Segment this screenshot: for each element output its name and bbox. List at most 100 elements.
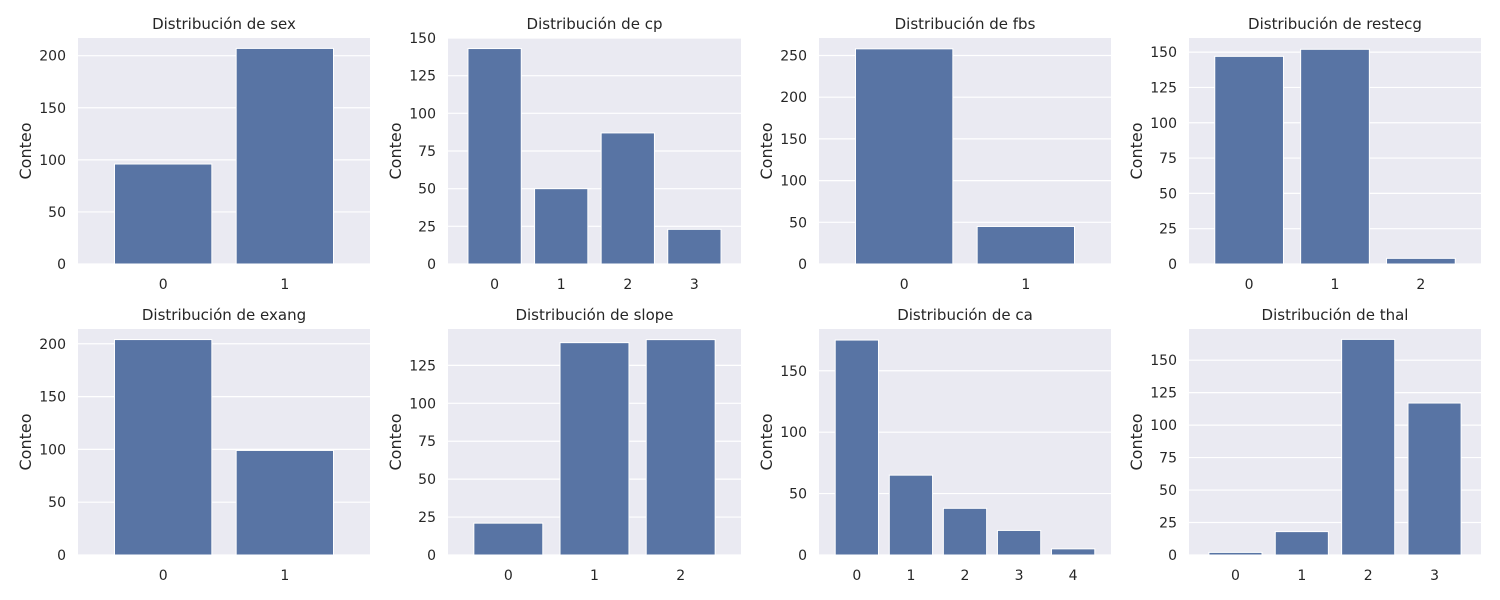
- y-tick-label: 0: [798, 257, 807, 273]
- bar-3: [996, 529, 1042, 556]
- y-axis-label: Conteo: [1127, 413, 1146, 470]
- y-tick-label: 100: [1150, 418, 1177, 434]
- y-tick-label: 25: [1159, 516, 1177, 532]
- y-axis-label: Conteo: [16, 413, 35, 470]
- bar-4: [1051, 548, 1096, 556]
- bar-0: [855, 48, 954, 265]
- chart-title: Distribución de cp: [527, 15, 663, 33]
- bar-0: [467, 48, 522, 265]
- bar-0: [1214, 55, 1284, 265]
- y-tick-label: 100: [409, 396, 436, 412]
- bar-2: [645, 339, 716, 556]
- bar-1: [235, 47, 335, 265]
- subplot-6: 0 50 100 150 0 1 2 3 4 Distribución de ca Conteo: [757, 306, 1111, 584]
- y-axis-label: Conteo: [1127, 122, 1146, 179]
- y-tick-label: 0: [798, 548, 807, 564]
- y-tick-label: 50: [418, 472, 436, 488]
- bar-3: [667, 228, 722, 265]
- chart-title: Distribución de restecg: [1248, 15, 1422, 33]
- y-tick-label: 100: [39, 153, 66, 169]
- bar-1: [976, 225, 1076, 265]
- x-tick-label: 4: [1069, 568, 1078, 584]
- bar-1: [235, 449, 335, 556]
- x-tick-label: 0: [1245, 277, 1254, 293]
- x-tick-label: 0: [504, 568, 513, 584]
- chart-title: Distribución de exang: [142, 306, 306, 324]
- bar-1: [888, 474, 934, 556]
- y-tick-label: 150: [39, 101, 66, 117]
- y-axis-label: Conteo: [757, 413, 776, 470]
- subplot-2: 0 50 100 150 200 250 0 1 Distribución de fbs Cont…: [757, 15, 1111, 293]
- y-axis-label: Conteo: [16, 122, 35, 179]
- bar-0: [114, 163, 213, 265]
- y-tick-label: 150: [1150, 353, 1177, 369]
- x-tick-label: 3: [1430, 568, 1439, 584]
- y-tick-label: 0: [57, 548, 66, 564]
- y-tick-label: 100: [39, 442, 66, 458]
- x-tick-label: 2: [623, 277, 632, 293]
- bar-2: [1341, 338, 1396, 556]
- y-tick-label: 200: [39, 49, 66, 65]
- y-axis-label: Conteo: [386, 413, 405, 470]
- x-tick-label: 1: [1331, 277, 1340, 293]
- y-axis-label: Conteo: [386, 122, 405, 179]
- y-tick-label: 75: [1159, 451, 1177, 467]
- y-tick-label: 200: [780, 90, 807, 106]
- y-tick-label: 100: [1150, 116, 1177, 132]
- chart-title: Distribución de fbs: [895, 15, 1036, 33]
- x-tick-label: 1: [1297, 568, 1306, 584]
- subplot-0: 0 50 100 150 200 0 1 Distribución de sex Conteo: [16, 15, 370, 293]
- y-tick-label: 100: [780, 425, 807, 441]
- y-tick-label: 150: [1150, 45, 1177, 61]
- bar-2: [1386, 257, 1456, 265]
- bar-3: [1407, 402, 1462, 556]
- x-tick-label: 2: [1416, 277, 1425, 293]
- x-tick-label: 2: [676, 568, 685, 584]
- x-tick-label: 0: [852, 568, 861, 584]
- y-tick-label: 25: [418, 219, 436, 235]
- x-tick-label: 1: [557, 277, 566, 293]
- y-tick-label: 125: [409, 358, 436, 374]
- bar-1: [1300, 48, 1370, 265]
- x-tick-label: 1: [1021, 277, 1030, 293]
- y-tick-label: 75: [418, 434, 436, 450]
- y-tick-label: 75: [418, 144, 436, 160]
- y-tick-label: 0: [1168, 548, 1177, 564]
- y-tick-label: 125: [1150, 386, 1177, 402]
- y-tick-label: 25: [1159, 222, 1177, 238]
- x-tick-label: 3: [1015, 568, 1024, 584]
- x-tick-label: 1: [280, 277, 289, 293]
- x-tick-label: 3: [690, 277, 699, 293]
- x-tick-label: 0: [159, 277, 168, 293]
- bar-0: [473, 522, 544, 556]
- y-tick-label: 50: [48, 205, 66, 221]
- y-tick-label: 100: [409, 106, 436, 122]
- y-tick-label: 50: [1159, 483, 1177, 499]
- subplot-3: 0 25 50 75 100 125 150 0 1 2 Distribución de reste…: [1127, 15, 1481, 293]
- y-tick-label: 200: [39, 337, 66, 353]
- x-tick-label: 0: [1231, 568, 1240, 584]
- chart-title: Distribución de slope: [515, 306, 673, 324]
- y-tick-label: 25: [418, 510, 436, 526]
- y-tick-label: 50: [418, 182, 436, 198]
- subplot-1: 0 25 50 75 100 125 150 0 1 2 3 Distribución de cp Co…: [386, 15, 741, 293]
- x-tick-label: 1: [590, 568, 599, 584]
- x-tick-label: 1: [906, 568, 915, 584]
- subplot-7: 0 25 50 75 100 125 150 0 1 2 3 Distribución de thal…: [1127, 306, 1481, 584]
- bar-1: [559, 342, 630, 556]
- y-tick-label: 50: [48, 495, 66, 511]
- x-tick-label: 0: [490, 277, 499, 293]
- y-tick-label: 0: [427, 257, 436, 273]
- bar-2: [942, 507, 988, 556]
- bar-0: [834, 339, 879, 556]
- y-tick-label: 150: [780, 364, 807, 380]
- chart-title: Distribución de ca: [897, 306, 1033, 324]
- x-tick-label: 0: [900, 277, 909, 293]
- y-tick-label: 150: [409, 31, 436, 47]
- bar-1: [534, 188, 589, 265]
- chart-title: Distribución de thal: [1262, 306, 1409, 324]
- bar-0: [114, 339, 213, 556]
- y-tick-label: 50: [1159, 186, 1177, 202]
- y-tick-label: 75: [1159, 151, 1177, 167]
